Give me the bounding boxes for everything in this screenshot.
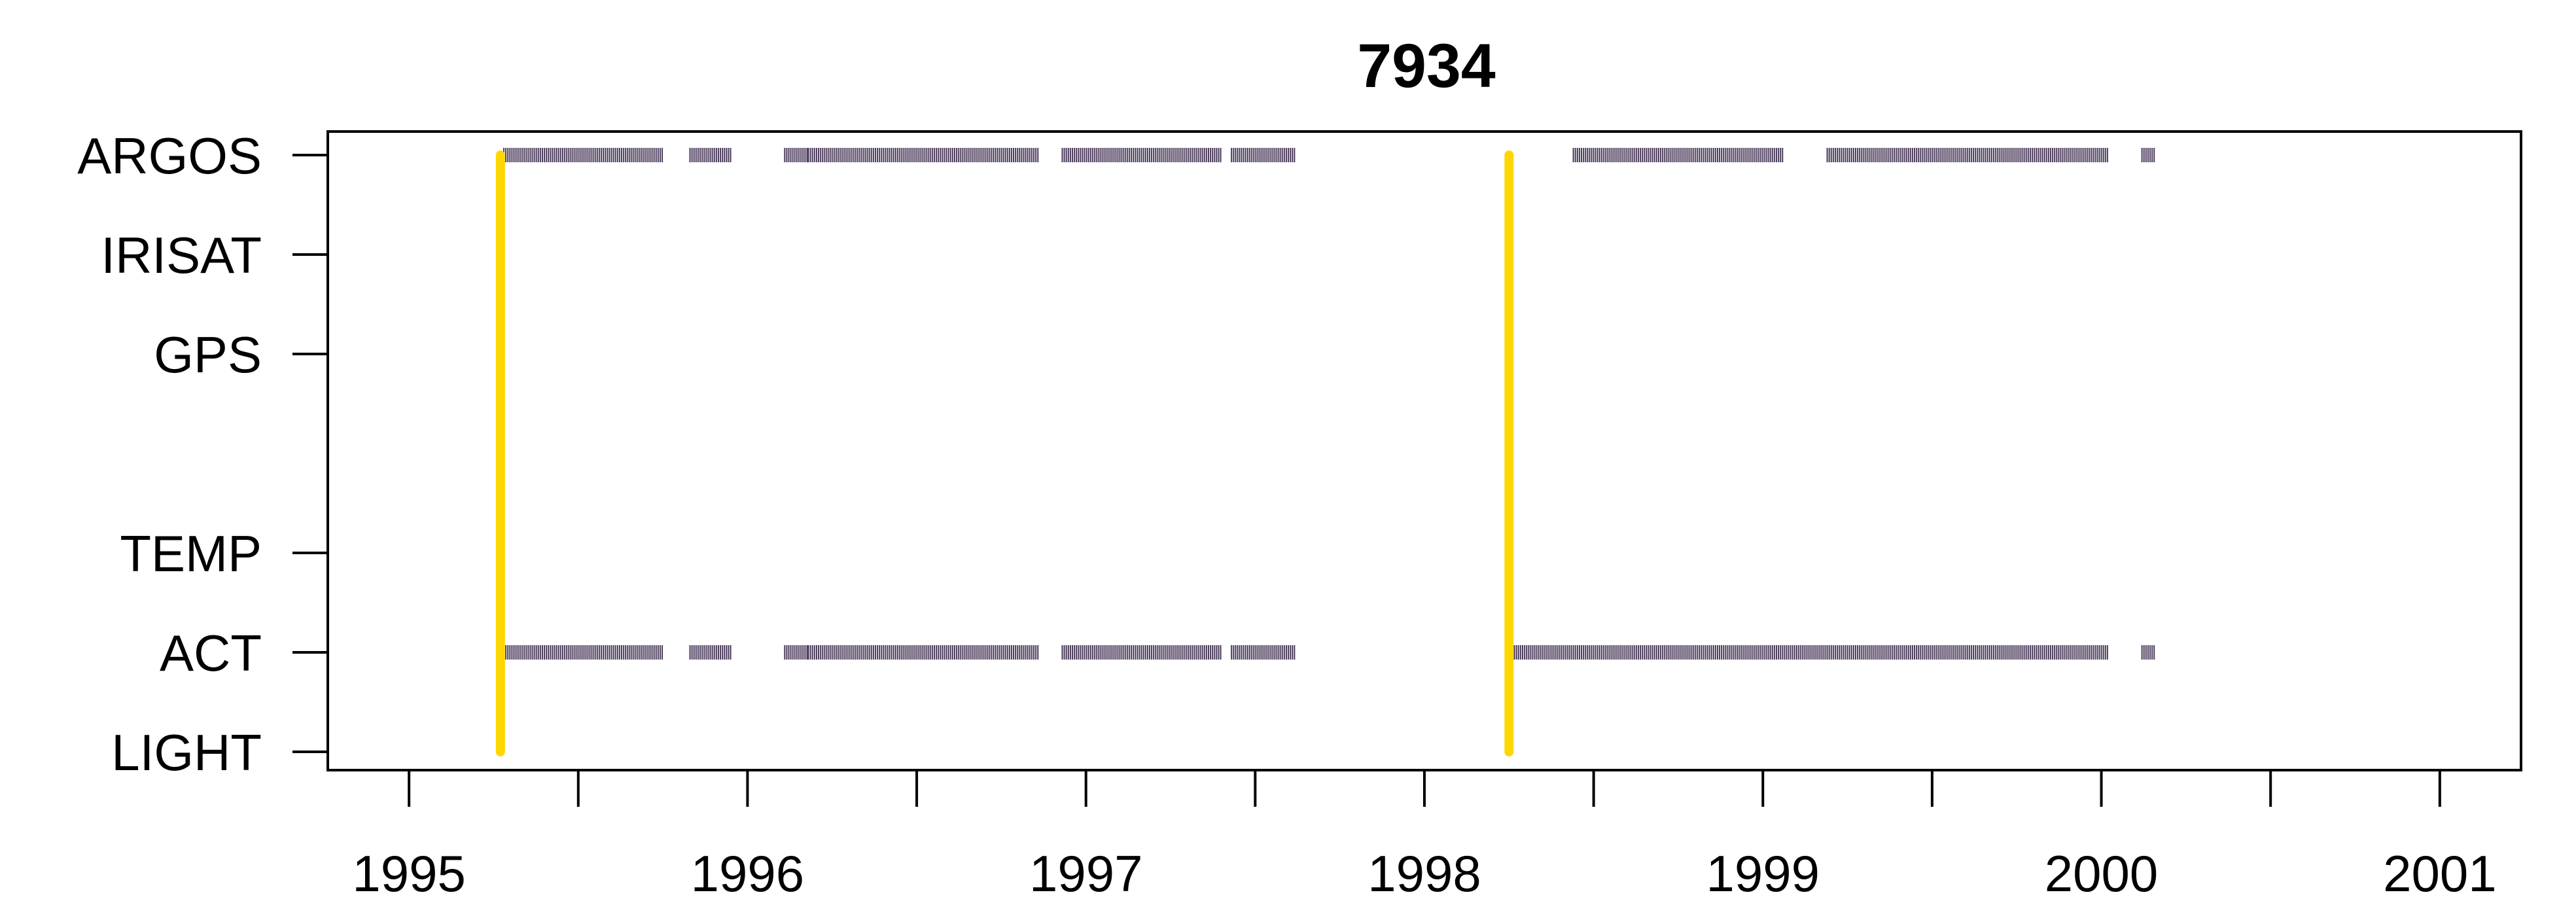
y-axis: ARGOS IRISAT GPS TEMP ACT LIGHT bbox=[77, 127, 328, 781]
x-tick-label-2000: 2000 bbox=[2045, 845, 2159, 901]
segment-argos-3 bbox=[807, 148, 1039, 162]
data-marks bbox=[503, 148, 2155, 660]
segment-act-1 bbox=[689, 645, 732, 660]
y-tick-label-act: ACT bbox=[160, 624, 262, 682]
segment-argos-6 bbox=[1572, 148, 1784, 162]
x-tick-label-1996: 1996 bbox=[691, 845, 805, 901]
y-tick-label-temp: TEMP bbox=[120, 525, 262, 582]
y-tick-label-argos: ARGOS bbox=[77, 127, 262, 185]
segment-act-6 bbox=[1511, 645, 2108, 660]
segment-argos-2 bbox=[784, 148, 808, 162]
segment-argos-4 bbox=[1061, 148, 1222, 162]
segment-act-5 bbox=[1231, 645, 1296, 660]
y-tick-label-light: LIGHT bbox=[111, 724, 262, 781]
segment-act-7 bbox=[2141, 645, 2155, 660]
segment-argos-5 bbox=[1231, 148, 1296, 162]
x-axis: 1995 1996 1997 1998 1999 2000 2001 bbox=[352, 770, 2497, 901]
x-tick-label-1999: 1999 bbox=[1706, 845, 1820, 901]
segment-argos-7 bbox=[1826, 148, 2108, 162]
segment-act-0 bbox=[503, 645, 663, 660]
segment-argos-1 bbox=[689, 148, 732, 162]
chart-title: 7934 bbox=[1357, 31, 1496, 101]
segment-act-2 bbox=[784, 645, 808, 660]
x-tick-label-1995: 1995 bbox=[352, 845, 466, 901]
series-argos bbox=[503, 148, 2155, 162]
plot-frame bbox=[326, 130, 2522, 771]
x-tick-label-1997: 1997 bbox=[1029, 845, 1143, 901]
y-tick-label-irisat: IRISAT bbox=[101, 226, 262, 284]
deployment-lines bbox=[495, 150, 1514, 756]
segment-act-3 bbox=[807, 645, 1039, 660]
series-act bbox=[503, 645, 2155, 660]
segment-argos-0 bbox=[503, 148, 663, 162]
segment-act-4 bbox=[1061, 645, 1222, 660]
segment-argos-8 bbox=[2141, 148, 2155, 162]
x-tick-label-1998: 1998 bbox=[1367, 845, 1481, 901]
y-tick-label-gps: GPS bbox=[154, 326, 262, 383]
x-tick-label-2001: 2001 bbox=[2383, 845, 2497, 901]
